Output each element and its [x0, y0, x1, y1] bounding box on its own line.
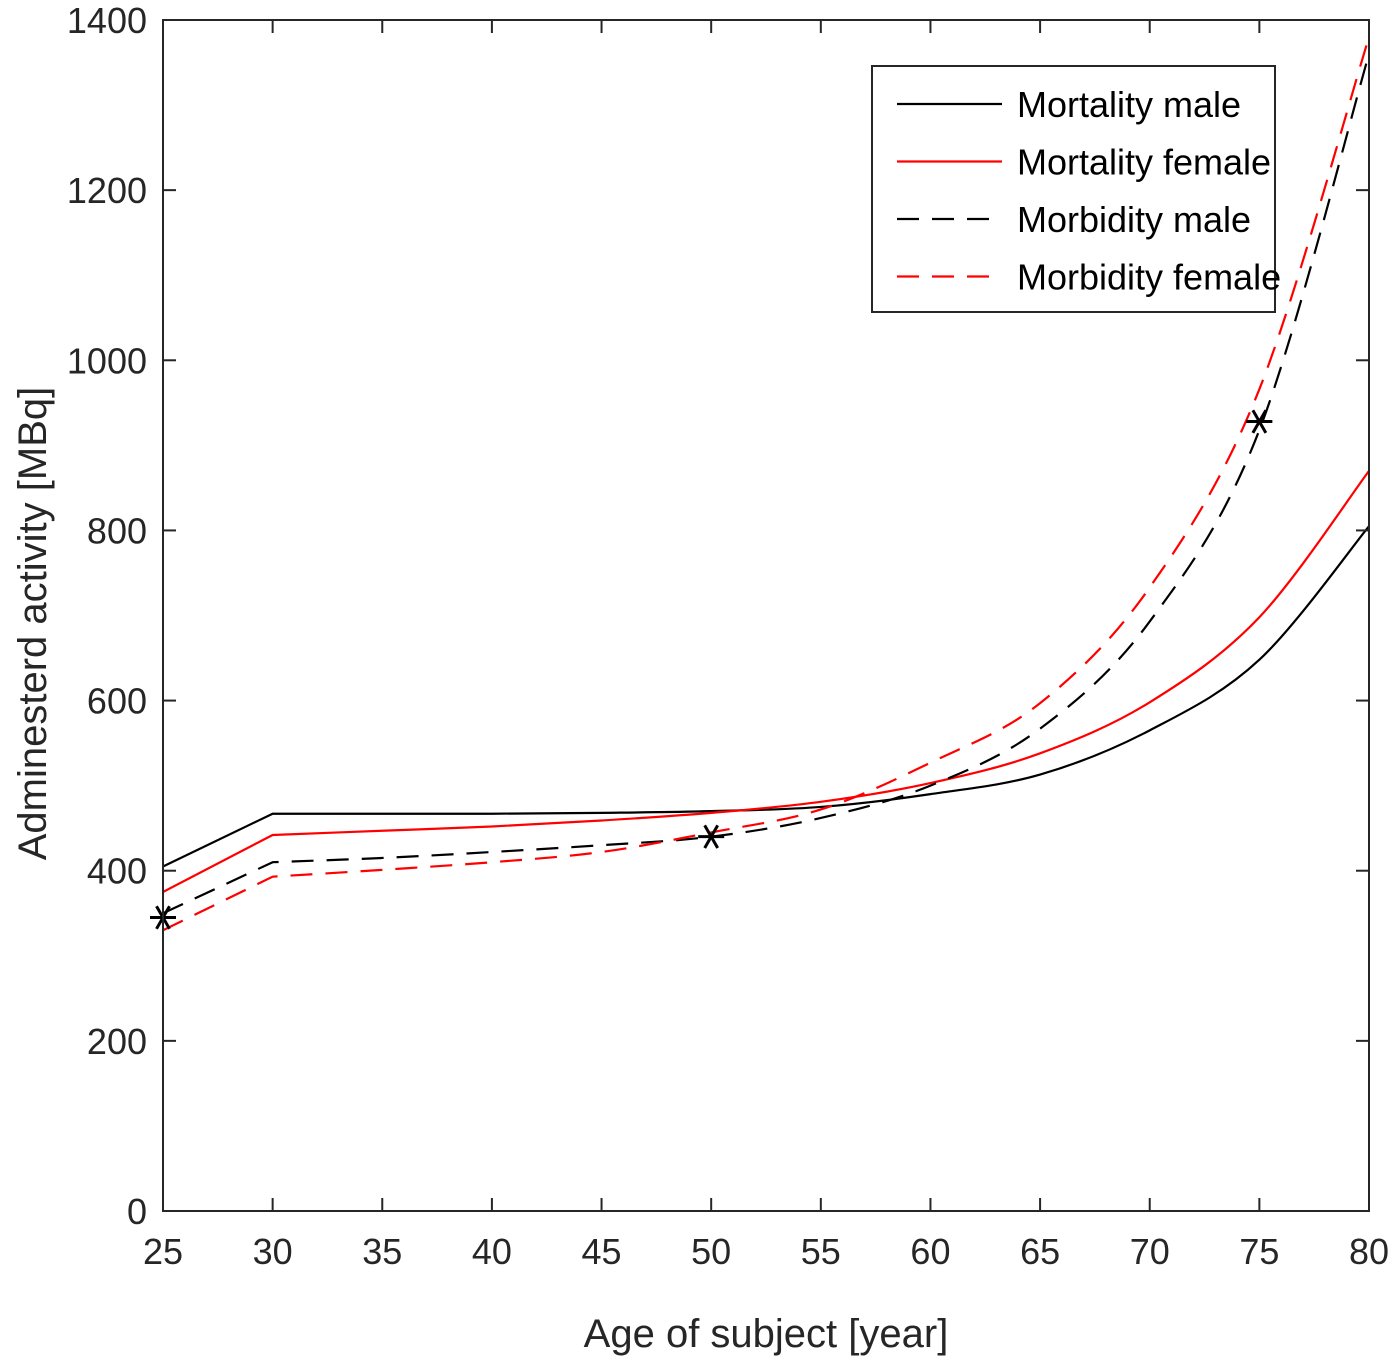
x-tick-label-70: 70 [1130, 1231, 1170, 1272]
x-tick-label-60: 60 [910, 1231, 950, 1272]
x-tick-label-30: 30 [253, 1231, 293, 1272]
series-line-morbidity-female [162, 36, 1371, 932]
x-tick-label-45: 45 [582, 1231, 622, 1272]
y-tick-label-800: 800 [87, 510, 147, 551]
x-tick-label-35: 35 [362, 1231, 402, 1272]
y-axis-title: Adminesterd activity [MBq] [11, 387, 55, 861]
series-layer [162, 36, 1371, 932]
legend-label-morbidity-male: Morbidity male [1017, 199, 1251, 240]
x-tick-label-50: 50 [691, 1231, 731, 1272]
series-line-mortality-female [162, 470, 1370, 893]
axes-layer: 25 30 35 40 45 50 55 60 65 70 75 800200400600800100… [67, 0, 1389, 1272]
x-tick-label-40: 40 [472, 1231, 512, 1272]
legend: Mortality male Mortality female Morbidity … [871, 65, 1281, 313]
star-marker-3 [1246, 409, 1273, 434]
x-tick-label-80: 80 [1349, 1231, 1389, 1272]
marker-layer [150, 409, 1273, 930]
series-line-mortality-male [162, 525, 1370, 868]
legend-label-mortality-male: Mortality male [1017, 84, 1241, 125]
y-tick-label-600: 600 [87, 681, 147, 722]
x-tick-label-25: 25 [143, 1231, 183, 1272]
y-tick-label-1000: 1000 [67, 340, 147, 381]
x-tick-label-55: 55 [801, 1231, 841, 1272]
legend-label-morbidity-female: Morbidity female [1017, 257, 1281, 298]
y-tick-label-1200: 1200 [67, 170, 147, 211]
y-tick-label-200: 200 [87, 1021, 147, 1062]
series-line-morbidity-male [162, 53, 1371, 915]
y-tick-label-400: 400 [87, 851, 147, 892]
x-tick-label-75: 75 [1239, 1231, 1279, 1272]
y-tick-label-1400: 1400 [67, 0, 147, 41]
star-marker-2 [698, 824, 725, 849]
legend-box [871, 65, 1276, 313]
axes-box [162, 19, 1370, 1212]
legend-label-mortality-female: Mortality female [1017, 142, 1271, 183]
y-tick-label-0: 0 [127, 1191, 147, 1232]
x-axis-title: Age of subject [year] [584, 1312, 949, 1356]
x-tick-label-65: 65 [1020, 1231, 1060, 1272]
